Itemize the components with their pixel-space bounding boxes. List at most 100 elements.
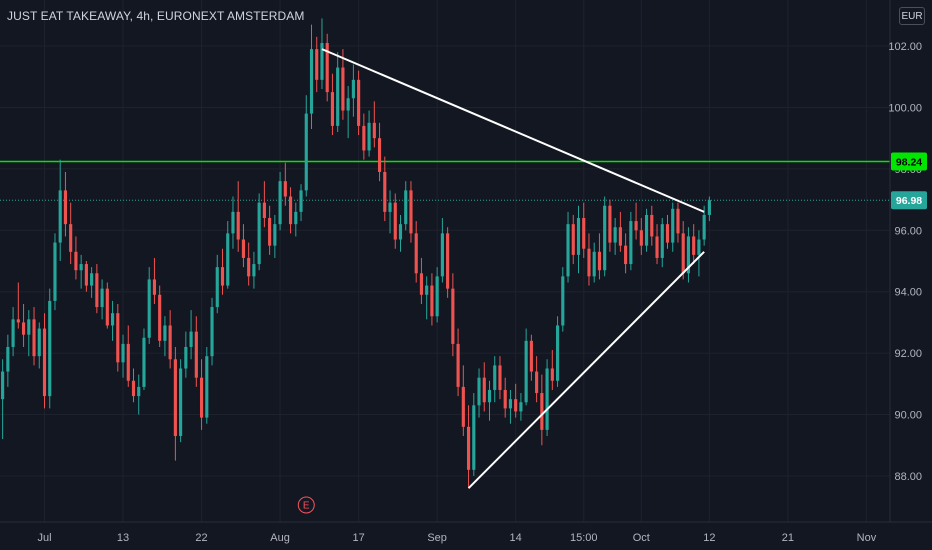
candle-body xyxy=(268,218,272,246)
candle-body xyxy=(220,267,225,286)
candle xyxy=(545,359,549,437)
candle-body xyxy=(205,356,209,418)
candle-body xyxy=(32,319,36,357)
candle-body xyxy=(671,208,675,243)
candle-body xyxy=(550,368,554,381)
candle xyxy=(639,218,643,255)
symbol-title: JUST EAT TAKEAWAY, 4h, EURONEXT AMSTERDA… xyxy=(7,9,305,23)
candle-body xyxy=(388,202,392,212)
candle-body xyxy=(624,245,628,265)
price-axis-tick-label: 88.00 xyxy=(894,471,922,483)
candle-body xyxy=(273,224,277,246)
candle xyxy=(110,300,115,341)
candle xyxy=(42,313,47,409)
candle-body xyxy=(11,319,15,347)
candle-body xyxy=(1,371,5,400)
candle xyxy=(686,227,691,283)
candle xyxy=(566,211,570,283)
time-axis-tick-label: 13 xyxy=(117,532,129,544)
candle-body xyxy=(179,368,183,437)
candle-body xyxy=(299,190,303,212)
candle xyxy=(372,101,376,148)
candle-body xyxy=(27,319,31,335)
price-axis-tick-label: 100.00 xyxy=(888,102,922,114)
candle-body xyxy=(262,202,266,219)
candle-body xyxy=(362,125,366,151)
candle-body xyxy=(147,279,151,338)
candle xyxy=(330,73,335,136)
candle xyxy=(341,49,345,120)
price-axis-tick-label: 94.00 xyxy=(894,287,922,299)
candle-body xyxy=(121,343,125,363)
candle-body xyxy=(199,377,204,418)
candle xyxy=(69,202,73,265)
candle xyxy=(597,233,602,280)
candle xyxy=(131,368,136,403)
candle-body xyxy=(597,251,602,271)
time-axis[interactable]: Jul 13 22 Aug 17 Sep 14 15:00 Oct 12 21 Nov xyxy=(37,532,876,544)
price-label-text: 96.98 xyxy=(896,195,922,207)
candle-body xyxy=(210,307,214,357)
candle-body xyxy=(503,389,507,409)
candle-body xyxy=(215,267,219,308)
candle-body xyxy=(58,190,62,243)
candle-body xyxy=(692,236,696,255)
candle-body xyxy=(257,202,261,265)
candle xyxy=(587,233,591,286)
candle xyxy=(430,273,434,326)
candle-body xyxy=(461,386,465,427)
candle xyxy=(262,181,266,228)
candle-body xyxy=(21,322,26,335)
candle-body xyxy=(163,325,167,341)
candle-body xyxy=(702,214,706,240)
candle xyxy=(529,334,533,381)
candle-body xyxy=(184,346,188,369)
candle-body xyxy=(508,399,513,409)
candle xyxy=(555,316,560,387)
candle xyxy=(231,196,235,249)
candle-body xyxy=(419,273,424,295)
candle xyxy=(681,221,685,280)
candle-body xyxy=(126,343,130,381)
candle-body xyxy=(514,399,518,412)
candle-body xyxy=(131,380,136,397)
candle-body xyxy=(618,227,622,246)
candle xyxy=(707,196,711,222)
candle xyxy=(519,393,523,421)
candle-body xyxy=(304,113,308,191)
candle-body xyxy=(357,79,361,126)
candle-body xyxy=(545,368,549,430)
candle-body xyxy=(351,79,355,99)
candle-body xyxy=(561,276,565,326)
currency-button[interactable]: EUR xyxy=(899,7,925,25)
price-axis[interactable]: 88.0090.0092.0094.0096.0098.00100.00102.… xyxy=(888,41,922,483)
candle xyxy=(48,288,52,409)
candle xyxy=(163,316,167,357)
candle xyxy=(137,374,141,415)
candle-body xyxy=(110,313,115,326)
time-axis-tick-label: 21 xyxy=(782,532,794,544)
candle xyxy=(116,303,120,372)
candle-body xyxy=(566,224,570,277)
candle-body xyxy=(247,257,251,277)
candle-body xyxy=(435,276,439,317)
candle xyxy=(357,70,361,136)
candle-body xyxy=(576,218,581,255)
time-axis-tick-label: Jul xyxy=(37,532,51,544)
candle-body xyxy=(707,200,711,215)
candle xyxy=(493,356,497,403)
candles xyxy=(1,18,711,489)
candle xyxy=(393,193,397,249)
candle-body xyxy=(95,273,99,308)
time-axis-tick-label: Nov xyxy=(857,532,877,544)
candle xyxy=(461,365,465,437)
price-label: 98.24 xyxy=(891,152,927,171)
trendline-ascending-support xyxy=(467,251,705,489)
candle xyxy=(84,261,88,292)
candle-body xyxy=(152,279,157,295)
price-labels: 98.24 96.98 xyxy=(891,152,927,210)
candle xyxy=(58,159,62,261)
